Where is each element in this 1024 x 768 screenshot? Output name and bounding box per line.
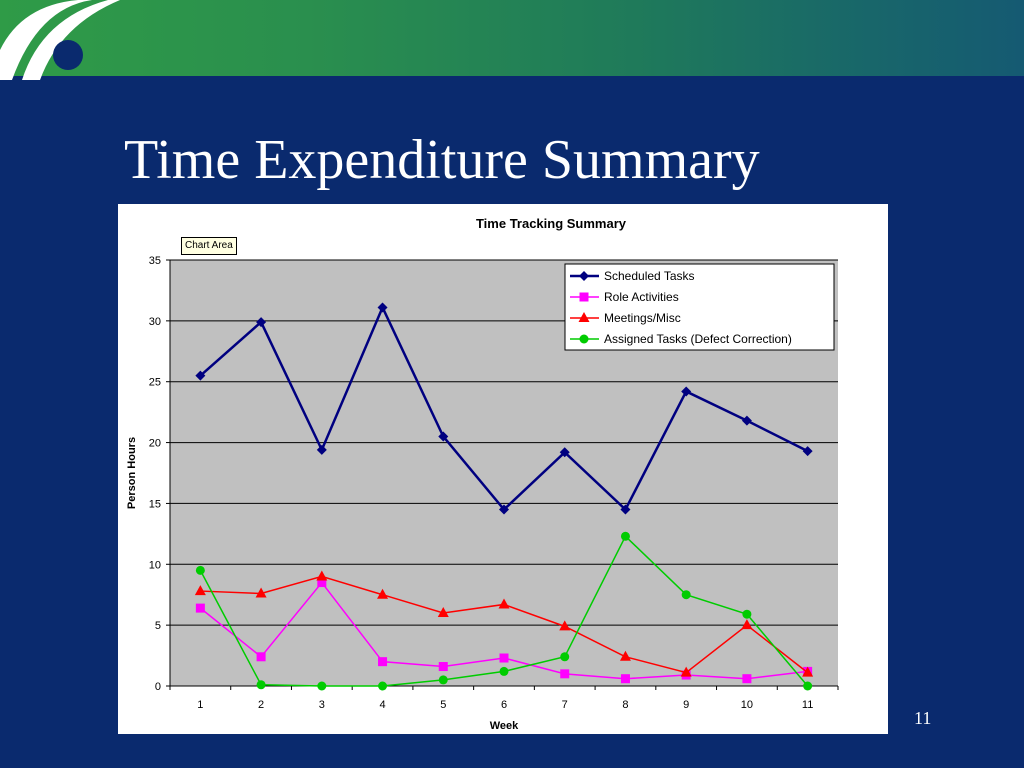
legend-label: Assigned Tasks (Defect Correction) bbox=[604, 332, 792, 346]
x-tick-label: 8 bbox=[622, 699, 628, 711]
data-point bbox=[316, 444, 327, 455]
y-tick-labels: 0 5 10 15 20 25 30 35 bbox=[149, 255, 170, 693]
data-point bbox=[681, 590, 691, 600]
series-3 bbox=[194, 570, 814, 677]
y-axis-label: Person Hours bbox=[126, 437, 138, 509]
data-point bbox=[499, 666, 509, 676]
legend-label: Scheduled Tasks bbox=[604, 269, 695, 283]
y-tick-label: 15 bbox=[149, 498, 161, 510]
chart-title: Time Tracking Summary bbox=[476, 216, 627, 231]
data-point bbox=[559, 447, 570, 458]
data-point bbox=[680, 666, 692, 677]
page-number: 11 bbox=[914, 708, 932, 728]
series-4 bbox=[195, 531, 813, 691]
legend-item: Assigned Tasks (Defect Correction) bbox=[570, 332, 792, 346]
y-tick-label: 5 bbox=[155, 620, 161, 632]
legend: Scheduled Tasks Role Activities Meetings/M… bbox=[564, 263, 835, 351]
data-point bbox=[317, 681, 327, 691]
legend-label: Meetings/Misc bbox=[604, 311, 681, 325]
data-point bbox=[438, 431, 449, 442]
y-tick-label: 10 bbox=[149, 559, 161, 571]
data-point bbox=[741, 619, 753, 630]
series-1 bbox=[195, 302, 813, 515]
y-tick-label: 35 bbox=[149, 255, 161, 267]
data-point bbox=[195, 603, 205, 613]
x-tick-label: 10 bbox=[741, 699, 753, 711]
chart-container: 0 5 10 15 20 25 30 35 1 2 3 4 5 6 7 8 9 10 11 Time Tracki… bbox=[118, 204, 888, 734]
data-point bbox=[742, 674, 752, 684]
data-point bbox=[378, 657, 388, 667]
legend-swatch-marker bbox=[579, 334, 589, 344]
data-point bbox=[681, 386, 692, 397]
x-tick-label: 5 bbox=[440, 699, 446, 711]
series-lines bbox=[194, 302, 814, 691]
legend-label: Role Activities bbox=[604, 290, 679, 304]
data-point bbox=[437, 606, 449, 617]
data-point bbox=[438, 662, 448, 672]
data-point bbox=[256, 680, 266, 690]
legend-box bbox=[564, 263, 835, 351]
data-point bbox=[499, 653, 509, 663]
y-tick-label: 20 bbox=[149, 438, 161, 450]
y-tick-label: 25 bbox=[149, 377, 161, 389]
data-point bbox=[256, 652, 266, 662]
legend-item: Meetings/Misc bbox=[570, 311, 681, 325]
y-tick-label: 30 bbox=[149, 316, 161, 328]
legend-swatch-marker bbox=[579, 271, 589, 281]
data-point bbox=[499, 504, 509, 515]
x-tick-label: 1 bbox=[197, 699, 203, 711]
data-point bbox=[620, 674, 630, 684]
data-point bbox=[742, 609, 752, 619]
data-point bbox=[498, 598, 510, 609]
line-chart: 0 5 10 15 20 25 30 35 1 2 3 4 5 6 7 8 9 10 11 Time Tracki… bbox=[126, 216, 839, 732]
logo-icon bbox=[0, 0, 120, 80]
data-point bbox=[377, 302, 388, 313]
x-tick-label: 11 bbox=[802, 699, 813, 711]
x-tick-label: 6 bbox=[501, 699, 507, 711]
data-point bbox=[802, 666, 814, 677]
data-point bbox=[559, 620, 571, 631]
data-point bbox=[560, 669, 570, 679]
data-point bbox=[802, 446, 813, 457]
data-point bbox=[316, 570, 328, 581]
data-point bbox=[256, 317, 267, 328]
x-tick-label: 7 bbox=[562, 699, 568, 711]
data-point bbox=[619, 650, 631, 661]
legend-swatch-marker bbox=[578, 312, 590, 322]
x-tick-labels: 1 2 3 4 5 6 7 8 9 10 11 bbox=[169, 686, 839, 711]
data-point bbox=[438, 675, 448, 685]
legend-items: Scheduled Tasks Role Activities Meetings/M… bbox=[570, 269, 792, 346]
data-point bbox=[741, 415, 752, 426]
legend-item: Role Activities bbox=[570, 290, 679, 304]
data-point bbox=[377, 588, 389, 599]
x-tick-label: 9 bbox=[683, 699, 689, 711]
x-tick-label: 2 bbox=[258, 699, 264, 711]
data-point bbox=[255, 587, 267, 598]
chart-area-tooltip: Chart Area bbox=[181, 237, 237, 255]
y-tick-label: 0 bbox=[155, 681, 161, 693]
header-banner bbox=[0, 0, 1024, 76]
data-point bbox=[560, 652, 570, 662]
x-tick-label: 3 bbox=[319, 699, 325, 711]
slide-title: Time Expenditure Summary bbox=[124, 129, 760, 191]
data-point bbox=[195, 565, 205, 575]
legend-item: Scheduled Tasks bbox=[570, 269, 695, 283]
legend-swatch-marker bbox=[579, 292, 589, 302]
data-point bbox=[195, 370, 206, 381]
x-tick-label: 4 bbox=[379, 699, 385, 711]
data-point bbox=[620, 531, 630, 541]
data-point bbox=[620, 504, 631, 515]
x-axis-label: Week bbox=[490, 720, 519, 732]
data-point bbox=[803, 681, 813, 691]
data-point bbox=[317, 578, 327, 588]
data-point bbox=[378, 681, 388, 691]
data-point bbox=[194, 585, 206, 596]
